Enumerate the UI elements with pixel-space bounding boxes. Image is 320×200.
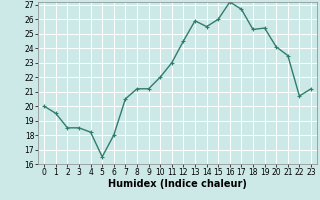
- X-axis label: Humidex (Indice chaleur): Humidex (Indice chaleur): [108, 179, 247, 189]
